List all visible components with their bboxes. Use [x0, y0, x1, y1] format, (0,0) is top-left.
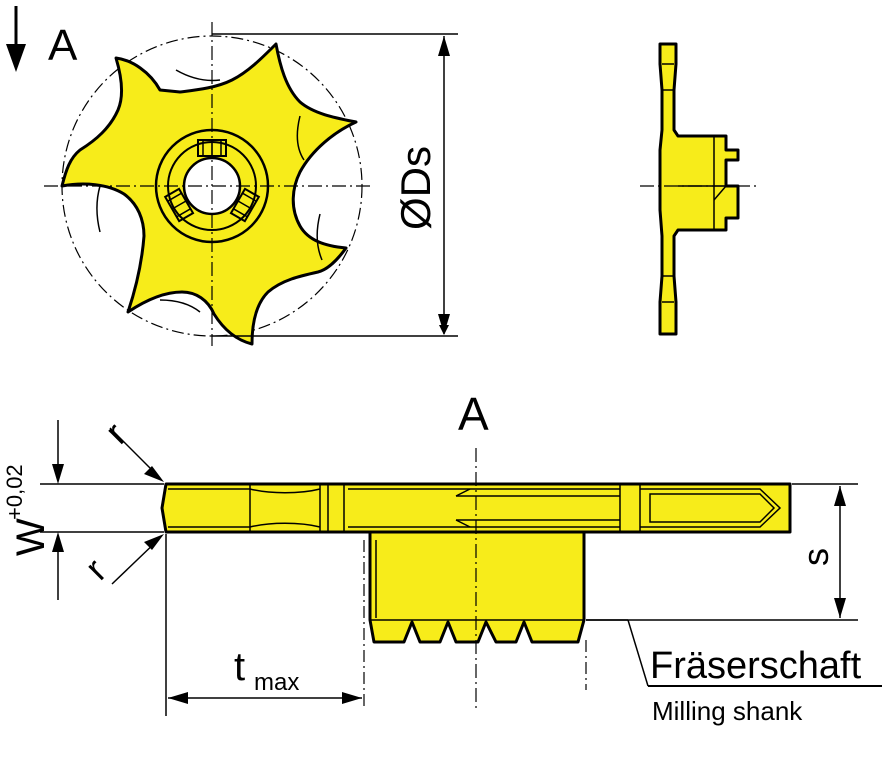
s-label: s	[795, 548, 836, 566]
insert-side-body	[658, 42, 740, 336]
side-view	[640, 42, 760, 336]
t-max-dimension	[165, 534, 362, 716]
t-label: t	[234, 645, 245, 689]
radius-label-top: r	[97, 414, 134, 451]
section-view-label: A	[458, 388, 489, 440]
s-dimension	[586, 483, 858, 621]
width-tolerance: +0,02	[2, 464, 27, 520]
milling-shank-body	[368, 530, 586, 644]
diameter-label: ØDs	[392, 146, 439, 230]
width-label: W	[9, 518, 53, 556]
radius-label-bottom: r	[77, 550, 114, 587]
front-view	[44, 22, 372, 346]
view-direction-arrow	[6, 6, 26, 72]
diameter-dimension	[212, 33, 458, 337]
shank-label-en: Milling shank	[652, 696, 803, 726]
view-arrow-label: A	[48, 21, 78, 70]
section-view	[160, 448, 792, 710]
t-sub-label: max	[254, 669, 299, 696]
radius-leaders	[109, 427, 164, 585]
shank-leader	[586, 619, 882, 687]
width-dimension	[40, 420, 164, 600]
shank-label-de: Fräserschaft	[650, 645, 862, 687]
